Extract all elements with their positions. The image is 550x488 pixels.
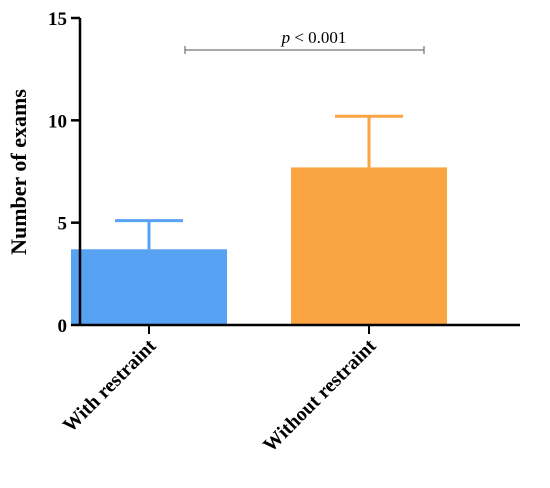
bar-1 [291, 167, 447, 325]
y-tick-label-2: 10 [48, 111, 67, 132]
bars-layer [71, 167, 447, 325]
significance-annotation: p < 0.001 [184, 28, 425, 54]
x-tick-label-0: With restraint [59, 335, 161, 437]
y-tick-label-1: 5 [58, 214, 68, 235]
p-value-label: p < 0.001 [281, 28, 347, 47]
error-bars-layer [115, 114, 403, 250]
y-tick-label-0: 0 [58, 316, 68, 337]
x-ticks-layer: With restraint Without restraint [59, 325, 381, 456]
y-tick-label-3: 15 [48, 9, 67, 30]
x-tick-label-1: Without restraint [259, 335, 381, 457]
y-ticks-layer: 0 5 10 15 [48, 9, 80, 337]
bar-0 [71, 249, 227, 325]
p-value-text: < 0.001 [290, 28, 346, 47]
p-value-symbol: p [281, 28, 291, 47]
y-axis-title: Number of exams [6, 89, 31, 255]
